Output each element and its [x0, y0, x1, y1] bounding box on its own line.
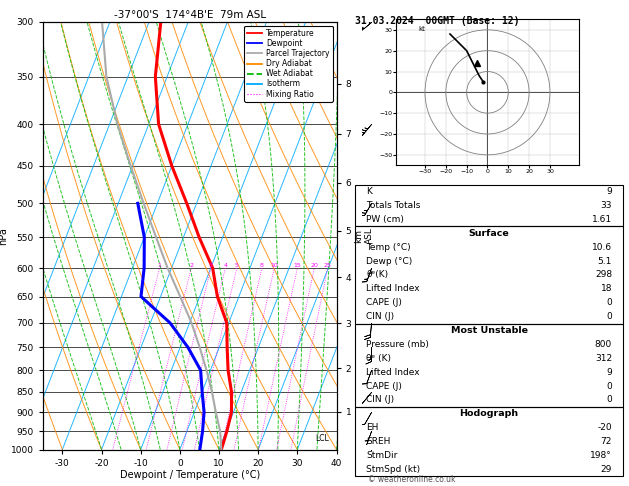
- Text: 72: 72: [601, 437, 612, 446]
- Text: PW (cm): PW (cm): [366, 215, 404, 224]
- Text: 312: 312: [595, 354, 612, 363]
- Text: StmDir: StmDir: [366, 451, 398, 460]
- Text: StmSpd (kt): StmSpd (kt): [366, 465, 420, 474]
- Text: 5.1: 5.1: [598, 257, 612, 265]
- Y-axis label: km
ASL: km ASL: [354, 227, 374, 244]
- Text: 9: 9: [606, 367, 612, 377]
- Text: 2: 2: [189, 263, 193, 268]
- Text: 9: 9: [606, 187, 612, 196]
- Text: 0: 0: [606, 382, 612, 391]
- Text: K: K: [366, 187, 372, 196]
- Text: θᵉ (K): θᵉ (K): [366, 354, 391, 363]
- Text: 10: 10: [270, 263, 278, 268]
- Text: θᵉ(K): θᵉ(K): [366, 270, 388, 279]
- Legend: Temperature, Dewpoint, Parcel Trajectory, Dry Adiabat, Wet Adiabat, Isotherm, Mi: Temperature, Dewpoint, Parcel Trajectory…: [244, 26, 333, 102]
- Text: LCL: LCL: [315, 434, 329, 443]
- Text: Most Unstable: Most Unstable: [450, 326, 528, 335]
- Text: 5: 5: [235, 263, 239, 268]
- Text: Lifted Index: Lifted Index: [366, 284, 420, 294]
- Text: Totals Totals: Totals Totals: [366, 201, 420, 210]
- X-axis label: Dewpoint / Temperature (°C): Dewpoint / Temperature (°C): [120, 470, 260, 480]
- Text: 10.6: 10.6: [592, 243, 612, 252]
- Text: -20: -20: [598, 423, 612, 432]
- Text: SREH: SREH: [366, 437, 391, 446]
- Text: Surface: Surface: [469, 229, 509, 238]
- Text: 198°: 198°: [590, 451, 612, 460]
- Text: 0: 0: [606, 396, 612, 404]
- Text: CIN (J): CIN (J): [366, 396, 394, 404]
- Text: Temp (°C): Temp (°C): [366, 243, 411, 252]
- Text: © weatheronline.co.uk: © weatheronline.co.uk: [368, 474, 455, 484]
- Text: Pressure (mb): Pressure (mb): [366, 340, 429, 349]
- Y-axis label: hPa: hPa: [0, 227, 8, 244]
- Text: CAPE (J): CAPE (J): [366, 382, 402, 391]
- Text: Dewp (°C): Dewp (°C): [366, 257, 413, 265]
- Text: Lifted Index: Lifted Index: [366, 367, 420, 377]
- Text: 0: 0: [606, 298, 612, 307]
- Text: 298: 298: [595, 270, 612, 279]
- Text: 33: 33: [601, 201, 612, 210]
- Title: -37°00'S  174°4B'E  79m ASL: -37°00'S 174°4B'E 79m ASL: [114, 10, 265, 20]
- Text: 3: 3: [209, 263, 213, 268]
- Text: 4: 4: [223, 263, 227, 268]
- Text: 25: 25: [324, 263, 331, 268]
- Text: 31.03.2024  00GMT (Base: 12): 31.03.2024 00GMT (Base: 12): [355, 16, 520, 26]
- Text: 8: 8: [260, 263, 264, 268]
- Text: 18: 18: [601, 284, 612, 294]
- Text: 15: 15: [294, 263, 301, 268]
- Text: Hodograph: Hodograph: [460, 409, 518, 418]
- Bar: [355, 185, 623, 226]
- Text: CIN (J): CIN (J): [366, 312, 394, 321]
- Text: 1: 1: [158, 263, 162, 268]
- Text: kt: kt: [419, 26, 426, 32]
- Text: EH: EH: [366, 423, 379, 432]
- Text: CAPE (J): CAPE (J): [366, 298, 402, 307]
- Bar: [355, 407, 623, 476]
- Text: 1.61: 1.61: [592, 215, 612, 224]
- Text: 800: 800: [595, 340, 612, 349]
- Text: 29: 29: [601, 465, 612, 474]
- Text: 0: 0: [606, 312, 612, 321]
- Text: 20: 20: [310, 263, 318, 268]
- Bar: [355, 226, 623, 324]
- Bar: [355, 324, 623, 407]
